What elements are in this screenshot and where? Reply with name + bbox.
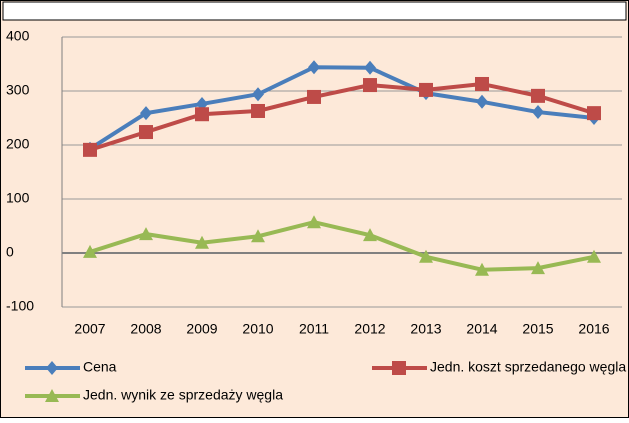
marker: [195, 235, 209, 249]
marker: [419, 249, 433, 263]
marker: [364, 60, 376, 75]
legend-label: Jedn. wynik ze sprzedaży węgla: [83, 387, 283, 403]
x-tick-label: 2011: [299, 321, 329, 337]
series-line: [89, 81, 595, 152]
marker: [363, 228, 377, 242]
marker: [587, 106, 601, 121]
marker: [475, 262, 489, 276]
series-line: [88, 65, 595, 151]
x-tick-label: 2014: [466, 321, 497, 337]
marker: [195, 107, 209, 122]
y-tick-label: 100: [6, 190, 30, 206]
marker: [476, 94, 488, 109]
marker: [45, 389, 59, 402]
marker: [531, 261, 545, 275]
y-tick-label: 0: [6, 244, 14, 260]
marker: [392, 361, 406, 375]
marker: [83, 142, 97, 157]
marker: [308, 60, 320, 75]
marker: [475, 76, 489, 91]
x-tick-label: 2012: [354, 321, 385, 337]
x-tick-label: 2013: [410, 321, 441, 337]
x-tick-label: 2010: [242, 321, 273, 337]
header-strip: [2, 1, 627, 21]
marker: [531, 88, 545, 103]
marker: [251, 103, 265, 118]
marker: [139, 227, 153, 241]
x-tick-label: 2016: [578, 321, 609, 337]
y-tick-label: 200: [6, 136, 30, 152]
marker: [140, 106, 152, 121]
marker: [307, 215, 321, 229]
marker: [46, 361, 58, 375]
x-tick-label: 2007: [74, 321, 105, 337]
x-tick-label: 2009: [186, 321, 217, 337]
marker: [363, 78, 377, 93]
legend-label: Cena: [83, 359, 117, 375]
y-tick-label: 300: [6, 82, 30, 98]
marker: [139, 125, 153, 140]
x-tick-label: 2015: [522, 321, 553, 337]
legend-label: Jedn. koszt sprzedanego węgla: [430, 359, 626, 375]
marker: [307, 89, 321, 104]
marker: [252, 87, 264, 102]
marker: [251, 229, 265, 243]
marker: [587, 249, 601, 263]
y-tick-label: 400: [6, 28, 30, 44]
x-tick-label: 2008: [130, 321, 161, 337]
marker: [532, 105, 544, 120]
marker: [83, 244, 97, 258]
y-tick-label: -100: [6, 298, 34, 314]
marker: [419, 82, 433, 97]
series-line: [89, 220, 595, 272]
